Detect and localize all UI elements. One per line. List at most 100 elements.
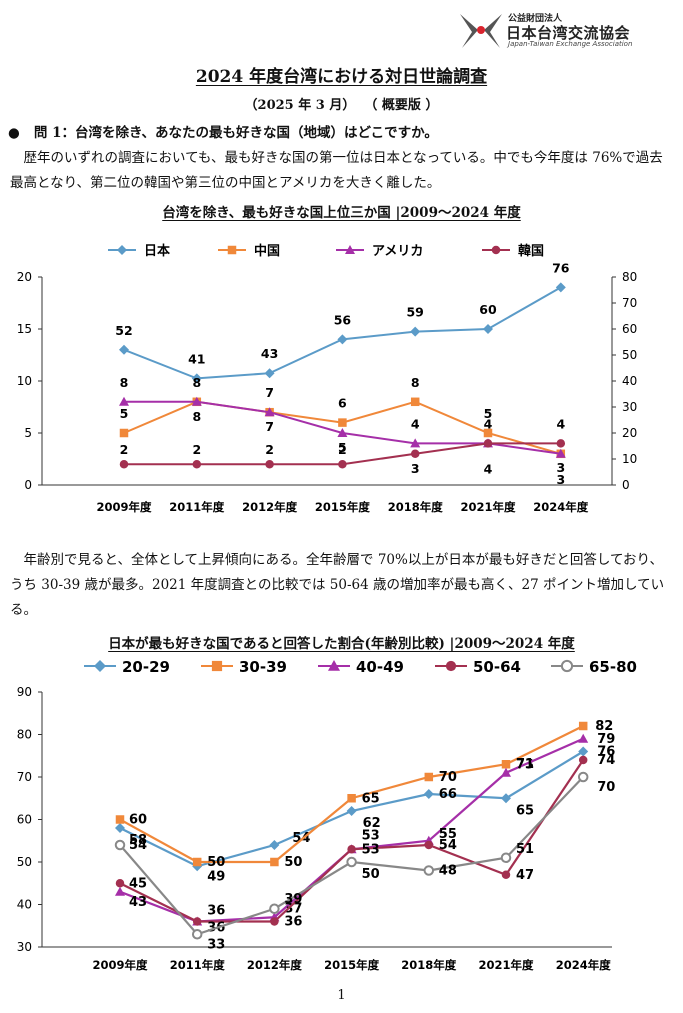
- data-label: 66: [439, 787, 457, 802]
- x-tick-label: 2024年度: [556, 958, 612, 972]
- data-label: 2: [265, 442, 274, 457]
- data-label: 3: [556, 472, 565, 487]
- y-tick-label: 80: [17, 728, 32, 742]
- data-label: 79: [597, 732, 615, 747]
- data-label: 60: [479, 302, 497, 317]
- data-label: 33: [207, 937, 225, 952]
- y-tick-label: 40: [17, 898, 32, 912]
- y-tick-label: 60: [17, 813, 32, 827]
- data-point: [192, 917, 202, 926]
- data-point: [191, 929, 203, 940]
- data-point: [501, 767, 511, 777]
- data-point: [501, 760, 511, 769]
- data-label: 53: [362, 842, 380, 857]
- data-point: [269, 903, 280, 914]
- data-point: [501, 793, 511, 804]
- data-point: [556, 439, 566, 448]
- data-label: 8: [192, 409, 201, 424]
- data-label: 8: [192, 375, 201, 390]
- right-tick-label: 60: [622, 322, 637, 336]
- data-label: 60: [129, 813, 147, 828]
- legend-label: 30-39: [239, 658, 287, 676]
- data-point: [501, 870, 511, 879]
- data-point: [119, 459, 129, 469]
- data-point: [264, 407, 275, 417]
- data-point: [346, 856, 357, 868]
- data-label: 50: [284, 855, 302, 870]
- legend-marker: [345, 245, 355, 254]
- data-label: 2: [120, 442, 129, 457]
- data-label: 37: [284, 901, 302, 916]
- association-logo: [460, 14, 502, 48]
- x-tick-label: 2015年度: [324, 958, 380, 972]
- legend-label: 20-29: [122, 658, 170, 676]
- legend-label: 50-64: [473, 658, 521, 676]
- data-label: 6: [338, 396, 347, 411]
- data-point: [347, 794, 356, 803]
- data-point: [115, 815, 125, 824]
- y-tick-label: 30: [17, 940, 32, 954]
- data-point: [114, 839, 126, 851]
- data-label: 49: [207, 869, 225, 884]
- legend-label: 40-49: [356, 658, 404, 676]
- legend-marker: [445, 660, 457, 672]
- data-point: [410, 326, 421, 337]
- data-label: 58: [129, 833, 147, 848]
- data-label: 3: [556, 460, 565, 475]
- data-point: [119, 344, 129, 355]
- x-tick-label: 2018年度: [401, 958, 457, 972]
- data-label: 59: [406, 305, 423, 320]
- data-label: 50: [362, 867, 380, 882]
- x-tick-label: 2012年度: [242, 500, 298, 514]
- data-label: 51: [516, 842, 534, 857]
- paragraph-2: 年齢別で見ると、全体として上昇傾向にある。全年齢層で 70%以上が日本が最も好き…: [10, 552, 665, 618]
- data-point: [578, 755, 588, 765]
- x-tick-label: 2021年度: [478, 958, 534, 972]
- data-label: 5: [338, 440, 347, 455]
- data-point: [270, 917, 279, 926]
- data-label: 65: [516, 803, 534, 818]
- data-point: [555, 282, 566, 293]
- data-point: [115, 879, 125, 888]
- data-label: 3: [411, 461, 420, 476]
- data-label: 8: [411, 375, 420, 390]
- right-tick-label: 70: [622, 296, 637, 310]
- data-point: [483, 439, 493, 448]
- data-point: [578, 733, 589, 743]
- data-point: [265, 459, 274, 469]
- x-tick-label: 2011年度: [169, 500, 225, 514]
- legend-marker: [211, 660, 223, 672]
- y-tick-label: 50: [17, 855, 32, 869]
- data-label: 7: [265, 419, 274, 434]
- data-point: [338, 418, 347, 427]
- data-point: [424, 840, 434, 850]
- paragraph-1: 歴年のいずれの調査においても、最も好きな国の第一位は日本となっている。中でも今年…: [10, 150, 663, 191]
- data-label: 54: [129, 838, 147, 853]
- data-label: 4: [484, 461, 493, 476]
- left-tick-label: 15: [17, 322, 32, 336]
- logo-mark-icon: [460, 14, 502, 48]
- data-point: [423, 789, 434, 799]
- legend-marker: [491, 245, 501, 255]
- x-tick-label: 2012年度: [247, 958, 303, 972]
- data-label: 76: [597, 745, 615, 760]
- y-tick-label: 90: [17, 685, 32, 699]
- data-label: 56: [334, 312, 352, 327]
- x-tick-label: 2015年度: [315, 500, 371, 514]
- data-point: [483, 324, 493, 334]
- data-point: [338, 459, 347, 469]
- left-tick-label: 5: [24, 426, 32, 440]
- data-point: [119, 428, 129, 438]
- data-label: 48: [439, 864, 457, 879]
- data-label: 47: [516, 868, 534, 883]
- data-label: 74: [597, 753, 615, 768]
- legend-marker: [227, 245, 237, 255]
- right-tick-label: 30: [622, 400, 637, 414]
- y-tick-label: 70: [17, 770, 32, 784]
- document-title: 2024 年度台湾における対日世論調査: [195, 67, 488, 87]
- right-tick-label: 40: [622, 374, 637, 388]
- series-line: [119, 737, 584, 923]
- data-point: [347, 845, 356, 854]
- data-point: [119, 396, 129, 406]
- data-label: 8: [120, 375, 129, 390]
